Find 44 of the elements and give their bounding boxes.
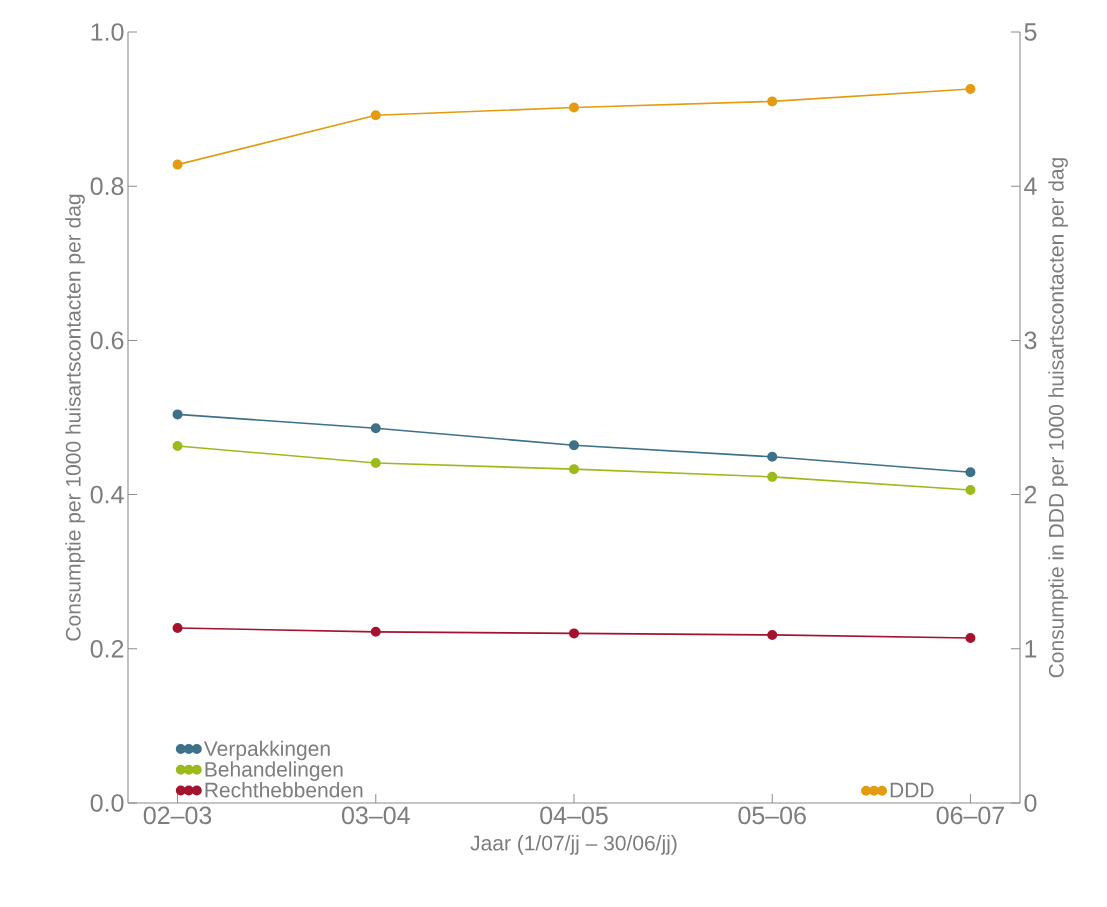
x-axis-title: Jaar (1/07/jj – 30/06/jj) [470, 835, 677, 855]
legend-label: DDD [890, 782, 934, 798]
point [172, 441, 183, 452]
point [172, 159, 183, 170]
x-tick-label: 05–06 [738, 806, 806, 825]
y2-tick-label: 0 [1024, 794, 1037, 812]
y2-axis-title: Consumptie in DDD per 1000 huisartscontacten per dag [1048, 158, 1068, 678]
y-tick-label: 0.0 [90, 794, 124, 812]
point [767, 471, 778, 482]
point [569, 440, 580, 451]
point [965, 467, 976, 478]
y-tick-label: 1.0 [91, 23, 124, 41]
y-axis-title: Consumptie per 1000 huisartscontacten per dag [65, 194, 85, 641]
y-tick-label: 0.8 [90, 177, 124, 196]
x-tick-label: 03–04 [341, 806, 410, 825]
point [172, 622, 183, 633]
y2-tick-label: 1 [1025, 640, 1037, 658]
legend-label: Rechthebbenden [205, 782, 363, 798]
point [965, 484, 976, 495]
point [569, 102, 580, 113]
point [767, 629, 778, 640]
legend-label: Verpakkingen [203, 740, 330, 761]
point [767, 96, 778, 107]
point [965, 84, 976, 95]
y2-tick-label: 3 [1024, 331, 1037, 350]
point [172, 409, 183, 420]
x-tick-label: 02–03 [143, 806, 212, 825]
x-tick-label: 04–05 [540, 806, 608, 825]
point [569, 628, 580, 639]
point [370, 423, 381, 434]
y-tick-label: 0.2 [90, 639, 124, 658]
y2-tick-label: 2 [1024, 485, 1037, 504]
point [370, 457, 381, 468]
point [767, 451, 778, 462]
point [370, 626, 381, 637]
point [965, 633, 976, 643]
y-tick-label: 0.6 [90, 331, 124, 350]
y2-tick-label: 5 [1024, 23, 1037, 41]
point [370, 110, 381, 121]
y2-tick-label: 4 [1024, 177, 1037, 195]
y-tick-label: 0.4 [90, 485, 124, 504]
x-tick-label: 06–07 [936, 806, 1004, 825]
legend-label: Behandelingen [205, 761, 343, 781]
point [569, 464, 580, 475]
